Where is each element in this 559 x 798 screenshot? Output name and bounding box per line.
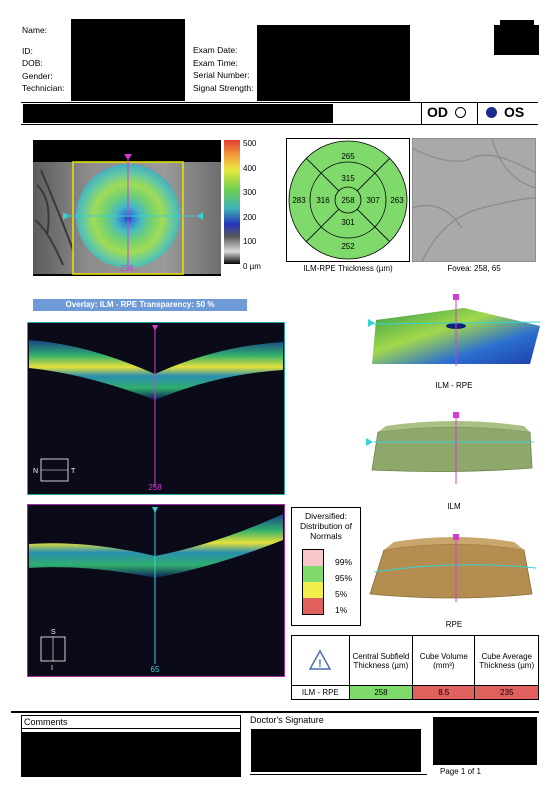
footer-top-border: [11, 711, 539, 713]
etdrs-caption: ILM-RPE Thickness (µm): [303, 264, 393, 273]
legend-label-99: 99%: [335, 557, 353, 567]
etdrs-outer-superior: 265: [341, 152, 355, 161]
legend-title: Diversified: Distribution of Normals: [300, 511, 352, 541]
rpe-surface-caption: RPE: [445, 620, 463, 629]
dob-label: DOB:: [22, 58, 43, 68]
od-radio: [455, 107, 466, 118]
warning-triangle-icon: !: [309, 648, 332, 670]
bscan-orient-superior: S: [51, 629, 56, 636]
title-bar-bottom-border: [21, 124, 538, 125]
etdrs-inner-nasal: 316: [316, 196, 330, 205]
fovea-caption: Fovea: 258, 65: [447, 264, 501, 273]
thickness-color-scale: [224, 140, 240, 264]
ilm-rpe-surface-caption: ILM - RPE: [435, 381, 473, 390]
redacted-signature: [251, 729, 421, 772]
color-scale-ticks: 500 400 300 200 100 0 µm: [243, 139, 261, 271]
title-bar-top-border: [21, 102, 538, 103]
exam-info-labels: Exam Date: Exam Time: Serial Number: Sig…: [193, 44, 253, 94]
redacted-footer-id: [433, 717, 537, 765]
header-cube-volume: Cube Volume (mm³): [412, 635, 476, 686]
bscan-orient-inferior: I: [51, 665, 53, 672]
thickness-map-slice-label: 258: [120, 264, 134, 273]
scale-tick-400: 400: [243, 163, 257, 173]
id-label: ID:: [22, 45, 33, 56]
technician-label: Technician:: [22, 83, 65, 93]
ilm-surface-caption: ILM: [447, 502, 461, 511]
bscan-orient-temporal: T: [71, 468, 76, 475]
exam-date-label: Exam Date:: [193, 45, 238, 55]
etdrs-inner-inferior: 301: [341, 218, 355, 227]
comments-box: Comments: [21, 715, 241, 777]
signature-label: Doctor's Signature: [250, 715, 324, 725]
warning-cell: !: [291, 635, 350, 686]
ilm-rpe-surface-3d: [368, 294, 541, 366]
scale-tick-300: 300: [243, 188, 257, 197]
value-cube-volume: 8.5: [412, 685, 476, 700]
eye-selector-divider-middle: [477, 102, 478, 125]
redacted-exam-title: [23, 104, 333, 123]
os-radio: [486, 107, 497, 118]
fovea-fundus-image: [412, 138, 536, 262]
redacted-exam-info: [257, 25, 410, 101]
svg-text:!: !: [318, 658, 322, 670]
header-cube-average: Cube Average Thickness (µm): [474, 635, 539, 686]
horizontal-bscan: N T 258: [27, 322, 285, 495]
scale-tick-0: 0 µm: [243, 261, 261, 271]
etdrs-inner-temporal: 307: [366, 196, 380, 205]
legend-label-5: 5%: [335, 589, 348, 599]
page-number: Page 1 of 1: [440, 767, 481, 776]
od-label: OD: [427, 104, 448, 120]
signal-strength-label: Signal Strength:: [193, 82, 254, 93]
etdrs-outer-nasal: 283: [292, 196, 306, 205]
legend-swatch-5: [303, 582, 323, 598]
redacted-comments: [22, 732, 240, 776]
scale-tick-200: 200: [243, 212, 257, 222]
scale-tick-500: 500: [243, 139, 257, 148]
thickness-stats-table: ! Central Subfield Thickness (µm) Cube V…: [291, 635, 539, 700]
etdrs-outer-temporal: 263: [390, 196, 404, 205]
scale-tick-100: 100: [243, 237, 257, 246]
etdrs-outer-inferior: 252: [341, 242, 355, 251]
vertical-bscan: S I 65: [27, 504, 285, 677]
gender-label: Gender:: [22, 70, 53, 81]
value-cube-average: 235: [474, 685, 539, 700]
value-central-subfield: 258: [348, 685, 414, 700]
etdrs-center: 258: [341, 196, 355, 205]
redacted-logo-tab: [500, 20, 534, 26]
serial-number-label: Serial Number:: [193, 70, 250, 80]
ilm-surface-3d: [366, 412, 534, 484]
eye-selector-divider-left: [421, 102, 422, 125]
signature-line: [250, 774, 427, 775]
row-label-ilm-rpe: ILM - RPE: [291, 685, 350, 700]
legend-scale: [302, 549, 324, 615]
etdrs-inner-superior: 315: [341, 174, 355, 183]
bscan-orient-nasal: N: [33, 468, 38, 475]
name-label: Name:: [22, 25, 48, 35]
thickness-map-fundus: [33, 140, 221, 276]
legend-label-95: 95%: [335, 573, 353, 583]
vertical-bscan-slice-label: 65: [151, 665, 160, 674]
comments-label: Comments: [22, 716, 240, 729]
legend-swatch-99: [303, 550, 323, 566]
horizontal-bscan-slice-label: 258: [148, 483, 162, 492]
redacted-patient-info: [71, 19, 185, 101]
os-label: OS: [504, 104, 525, 120]
patient-info-labels: Name: ID: DOB: Gender: Technician:: [22, 24, 65, 95]
normative-legend: Diversified: Distribution of Normals 99%…: [291, 507, 361, 626]
overlay-caption-bar: Overlay: ILM - RPE Transparency: 50 %: [33, 299, 247, 311]
exam-time-label: Exam Time:: [193, 57, 238, 68]
etdrs-thickness-grid: 265 315 283 316 258 307 263 301 252: [286, 138, 410, 262]
legend-labels: 99% 95% 5% 1%: [335, 557, 352, 615]
header-central-subfield: Central Subfield Thickness (µm): [348, 635, 414, 686]
legend-swatch-95: [303, 566, 323, 582]
legend-label-1: 1%: [335, 605, 348, 615]
legend-swatch-1: [303, 598, 323, 614]
rpe-surface-3d: [369, 534, 537, 602]
redacted-logo: [494, 25, 539, 55]
